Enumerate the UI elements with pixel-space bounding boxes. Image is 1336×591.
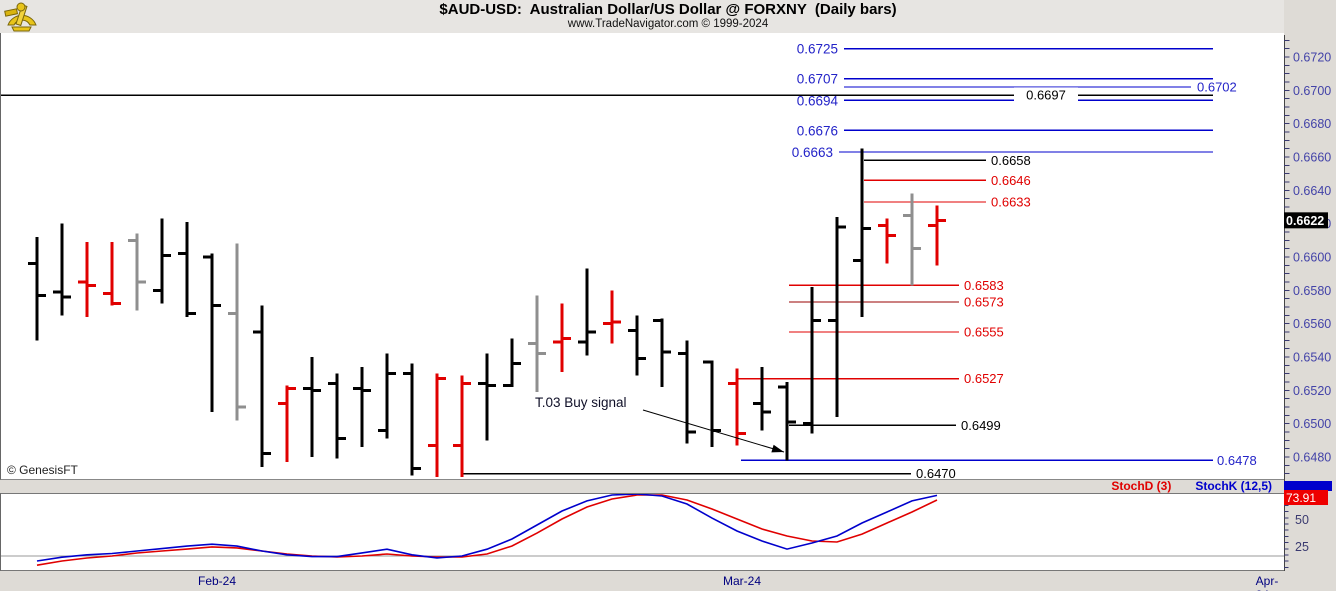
- buy-signal-arrowhead: [771, 444, 784, 453]
- ohlc-bar: [928, 205, 946, 266]
- stoch-tick-label-25: 25: [1295, 540, 1309, 554]
- ohlc-bar: [378, 353, 396, 439]
- date-axis: Feb-24 Mar-24 Apr-24: [0, 572, 1284, 591]
- current-price-box: [1284, 212, 1328, 229]
- date-label-feb: Feb-24: [197, 574, 237, 588]
- level-label-0.6573: 0.6573: [964, 295, 1004, 310]
- stochastic-panel[interactable]: [0, 493, 1284, 571]
- ohlc-bar: [203, 253, 221, 412]
- stochd-value-box: [1284, 490, 1328, 505]
- price-chart-plot[interactable]: 0.6725 0.6707 0.6702 0.6694 0.6676 0.6663 0.64…: [1, 33, 1284, 479]
- ohlc-bar: [278, 385, 296, 462]
- stochd-line: [36, 494, 938, 566]
- level-label-0.6663: 0.6663: [792, 145, 833, 160]
- price-tick-label-0.6720: 0.6720: [1293, 51, 1331, 65]
- level-label-0.6676: 0.6676: [797, 123, 838, 138]
- title-bar: $AUD-USD: Australian Dollar/US Dollar @ …: [0, 0, 1336, 33]
- ohlc-bar: [178, 222, 196, 317]
- ohlc-bar: [228, 243, 246, 421]
- ohlc-bar: [303, 357, 321, 457]
- ohlc-bar: [53, 223, 71, 316]
- price-tick-label-0.6520: 0.6520: [1293, 384, 1331, 398]
- ohlc-bar: [628, 315, 646, 376]
- ohlc-bar: [853, 148, 871, 317]
- buy-signal-arrow-line: [642, 409, 785, 453]
- level-label-0.6697: 0.6697: [1026, 87, 1066, 102]
- ohlc-bar: [478, 353, 496, 441]
- level-label-0.6658: 0.6658: [991, 153, 1031, 168]
- level-label-0.6555: 0.6555: [964, 325, 1004, 340]
- date-label-apr: Apr-24: [1255, 574, 1279, 591]
- ohlc-bar: [503, 338, 521, 387]
- price-tick-label-0.6600: 0.6600: [1293, 251, 1331, 265]
- ohlc-bar: [353, 367, 371, 447]
- ohlc-bar: [903, 193, 921, 286]
- price-tick-label-0.6500: 0.6500: [1293, 417, 1331, 431]
- ohlc-bar: [128, 233, 146, 311]
- stochk-line: [36, 494, 938, 562]
- price-tick-label-0.6640: 0.6640: [1293, 184, 1331, 198]
- level-label-0.6702: 0.6702: [1197, 80, 1237, 95]
- level-label-bg-0.6697: [1014, 87, 1078, 103]
- level-label-0.6478: 0.6478: [1217, 453, 1257, 468]
- ohlc-bar: [678, 340, 696, 444]
- level-label-0.6646: 0.6646: [991, 173, 1031, 188]
- date-label-mar: Mar-24: [722, 574, 762, 588]
- ohlc-bar: [753, 367, 771, 431]
- price-axis-scale: 0.67200.67000.66800.66600.66400.66200.66…: [1284, 35, 1332, 571]
- price-tick-label-0.6660: 0.6660: [1293, 151, 1331, 165]
- ohlc-bar: [253, 305, 271, 467]
- ohlc-bar: [703, 360, 721, 447]
- ohlc-bar: [428, 373, 446, 477]
- level-label-0.6725: 0.6725: [797, 42, 838, 57]
- price-tick-label-0.6680: 0.6680: [1293, 117, 1331, 131]
- ohlc-bar: [553, 303, 571, 372]
- price-tick-label-0.6700: 0.6700: [1293, 84, 1331, 98]
- level-label-0.6583: 0.6583: [964, 278, 1004, 293]
- level-label-0.6633: 0.6633: [991, 195, 1031, 210]
- price-tick-label-0.6480: 0.6480: [1293, 451, 1331, 465]
- ohlc-bar: [153, 218, 171, 304]
- level-label-0.6499: 0.6499: [961, 418, 1001, 433]
- ohlc-bar: [403, 363, 421, 476]
- stochd-legend-label: StochD (3): [1111, 479, 1172, 493]
- ohlc-bar: [603, 290, 621, 344]
- ohlc-bar: [528, 295, 546, 392]
- level-label-0.6694: 0.6694: [797, 93, 839, 108]
- level-label-0.6527: 0.6527: [964, 371, 1004, 386]
- ohlc-bar: [778, 382, 796, 461]
- copyright-watermark: © GenesisFT: [7, 463, 78, 477]
- price-axis-strip: 0.67200.67000.66800.66600.66400.66200.66…: [1284, 0, 1336, 591]
- stochk-value-box: [1284, 481, 1332, 491]
- stochastic-legend: StochD (3) StochK (12,5): [0, 480, 1272, 492]
- trade-navigator-logo-icon: [4, 2, 37, 32]
- ohlc-bar: [453, 375, 471, 477]
- price-tick-label-0.6540: 0.6540: [1293, 351, 1331, 365]
- stochk-legend-label: StochK (12,5): [1195, 479, 1272, 493]
- price-panel[interactable]: 0.6725 0.6707 0.6702 0.6694 0.6676 0.6663 0.64…: [0, 33, 1284, 480]
- price-tick-label-0.6580: 0.6580: [1293, 284, 1331, 298]
- ohlc-bar: [28, 237, 46, 341]
- level-label-0.6470: 0.6470: [916, 466, 956, 479]
- chart-source-subtitle: www.TradeNavigator.com © 1999-2024: [567, 18, 769, 30]
- ohlc-bar: [828, 217, 846, 417]
- ohlc-bar: [578, 268, 596, 356]
- ohlc-bar: [653, 318, 671, 387]
- chart-title: $AUD-USD: Australian Dollar/US Dollar @ …: [439, 1, 897, 18]
- ohlc-bar: [103, 242, 121, 306]
- buy-signal-annotation: T.03 Buy signal: [535, 395, 627, 410]
- price-tick-label-0.6560: 0.6560: [1293, 317, 1331, 331]
- stoch-tick-label-50: 50: [1295, 513, 1309, 527]
- ohlc-bar: [803, 287, 821, 434]
- current-price-value: 0.6622: [1286, 214, 1324, 228]
- level-label-0.6707: 0.6707: [797, 72, 838, 87]
- stoch-value: 73.91: [1286, 491, 1316, 505]
- ohlc-bar: [878, 218, 896, 264]
- ohlc-bar: [328, 373, 346, 459]
- ohlc-bar: [78, 242, 96, 317]
- stochastic-plot[interactable]: [1, 494, 1284, 570]
- ohlc-bar: [728, 368, 746, 446]
